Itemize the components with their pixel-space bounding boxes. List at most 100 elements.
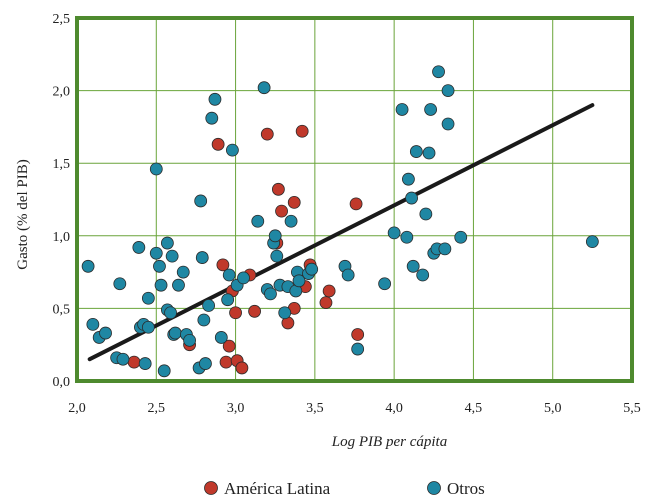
point-america-latina: [216, 258, 230, 272]
point-otros: [237, 271, 250, 285]
y-tick-labels: 0,0 0,5 1,0 1,5 2,0 2,5: [53, 12, 71, 390]
point-otros: [402, 172, 415, 186]
point-otros: [351, 342, 365, 356]
x-tick-label: 5,0: [544, 401, 562, 416]
point-america-latina: [127, 355, 141, 369]
y-tick-label: 2,0: [53, 85, 71, 100]
point-america-latina: [351, 328, 365, 341]
point-america-latina: [229, 306, 242, 320]
point-otros: [257, 81, 271, 95]
point-otros: [387, 226, 401, 240]
point-otros: [221, 293, 235, 307]
point-otros: [141, 320, 155, 334]
x-tick-label: 4,5: [465, 401, 483, 416]
point-otros: [164, 306, 177, 320]
point-otros: [113, 277, 127, 291]
point-otros: [99, 326, 112, 340]
x-tick-label: 2,5: [148, 401, 166, 416]
point-otros: [222, 268, 236, 282]
point-otros: [202, 299, 216, 312]
point-otros: [141, 291, 155, 305]
trend-line-layer: [87, 103, 595, 362]
point-otros: [154, 278, 168, 292]
point-otros: [400, 230, 414, 244]
legend-marker-america-latina: [204, 481, 218, 495]
point-otros: [168, 326, 182, 340]
point-otros: [176, 265, 190, 279]
point-otros: [160, 236, 174, 250]
y-tick-label: 2,5: [53, 12, 71, 27]
point-otros: [424, 103, 438, 116]
point-otros: [251, 214, 265, 228]
trend-line: [87, 103, 595, 362]
point-otros: [395, 103, 409, 116]
point-otros: [441, 117, 455, 131]
point-america-latina: [211, 137, 225, 151]
x-tick-label: 3,0: [227, 401, 245, 416]
y-tick-label: 0,5: [53, 302, 71, 317]
point-america-latina: [260, 127, 274, 141]
point-otros: [138, 357, 152, 370]
legend-label-america-latina: América Latina: [224, 479, 331, 496]
x-tick-label: 3,5: [306, 401, 324, 416]
point-america-latina: [322, 284, 336, 298]
point-otros: [341, 268, 355, 282]
point-otros: [268, 229, 282, 243]
legend-label-otros: Otros: [447, 479, 485, 496]
x-tick-label: 4,0: [385, 401, 403, 416]
point-otros: [416, 268, 430, 282]
point-america-latina: [235, 361, 249, 375]
point-otros: [153, 259, 166, 273]
point-otros: [292, 274, 306, 288]
point-otros: [432, 65, 445, 79]
point-otros: [419, 207, 433, 221]
point-otros: [195, 251, 209, 264]
point-america-latina: [295, 124, 309, 138]
point-otros: [422, 146, 436, 160]
point-otros: [172, 278, 185, 292]
point-otros: [149, 246, 163, 260]
point-america-latina: [248, 304, 262, 318]
point-otros: [438, 242, 452, 256]
point-otros: [270, 249, 284, 263]
point-otros: [157, 364, 171, 378]
x-tick-label: 5,5: [623, 401, 641, 416]
data-points: [81, 65, 599, 378]
point-america-latina: [271, 182, 285, 196]
point-america-latina: [219, 355, 233, 369]
point-otros: [441, 84, 455, 97]
y-axis-title: Gasto (% del PIB): [15, 159, 31, 269]
point-otros: [197, 313, 211, 327]
point-otros: [278, 306, 292, 320]
point-otros: [225, 143, 239, 157]
y-tick-label: 0,0: [53, 375, 71, 390]
point-otros: [585, 235, 599, 249]
point-otros: [149, 162, 163, 176]
point-america-latina: [319, 296, 333, 309]
point-otros: [284, 214, 298, 228]
point-otros: [405, 191, 418, 205]
y-tick-label: 1,0: [53, 230, 71, 245]
point-otros: [205, 111, 219, 125]
point-otros: [378, 277, 392, 291]
point-america-latina: [349, 197, 363, 211]
point-otros: [183, 333, 196, 347]
point-otros: [199, 357, 212, 370]
legend-marker-otros: [427, 481, 441, 495]
point-otros: [132, 241, 146, 254]
point-otros: [305, 262, 319, 276]
plot-frame: [75, 16, 634, 383]
point-otros: [208, 92, 222, 106]
x-axis-title: Log PIB per cápita: [331, 434, 447, 450]
point-otros: [264, 287, 277, 301]
point-otros: [454, 230, 468, 244]
point-america-latina: [287, 196, 301, 209]
point-otros: [116, 352, 130, 366]
x-tick-labels: 2,0 2,5 3,0 3,5 4,0 4,5 5,0 5,5: [68, 401, 641, 416]
point-america-latina: [222, 339, 236, 353]
point-otros: [81, 259, 95, 273]
point-otros: [409, 145, 423, 158]
y-tick-label: 1,5: [53, 157, 71, 172]
